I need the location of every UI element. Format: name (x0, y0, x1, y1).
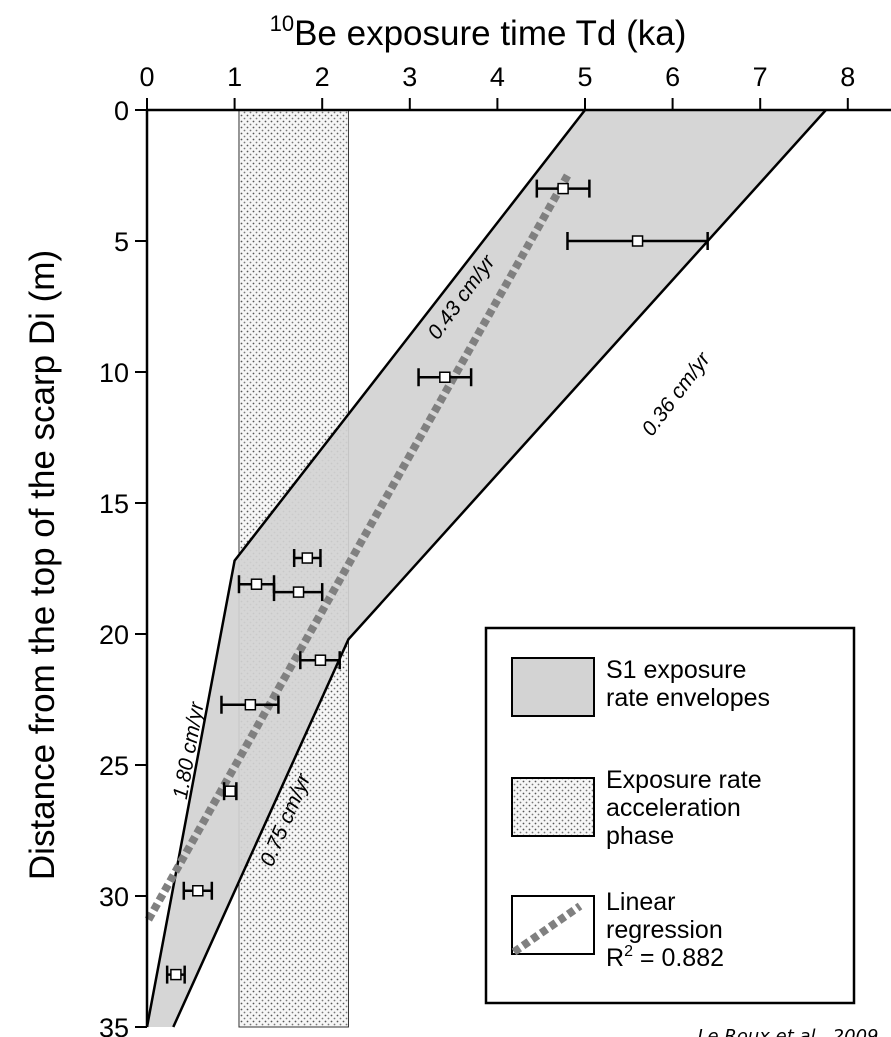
legend-label-regression-2: regression (606, 916, 723, 944)
x-axis-title: 10Be exposure time Td (ka) (270, 11, 687, 53)
legend-r-symbol: R (606, 944, 624, 972)
x-tick-label-8: 8 (840, 62, 855, 92)
data-point-10 (182, 881, 214, 900)
legend-swatch-envelope (511, 657, 595, 717)
y-tick-label-30: 30 (99, 882, 129, 912)
envelope-right-line (172, 109, 827, 1028)
x-tick-label-1: 1 (227, 62, 242, 92)
legend-r-superscript: 2 (624, 943, 633, 960)
data-marker (250, 578, 263, 590)
legend-r-value: = 0.882 (633, 944, 724, 972)
legend-label-envelope-2: rate envelopes (606, 684, 770, 712)
rate-label-2: 0.36 cm/yr (637, 347, 715, 440)
legend-regression-sample (511, 902, 583, 956)
data-point-4 (292, 549, 322, 568)
envelope-area (147, 110, 826, 1027)
legend-label-acceleration-3: phase (606, 822, 674, 850)
data-point-9 (222, 782, 238, 801)
data-marker (631, 235, 644, 247)
y-tick-label-15: 15 (99, 489, 129, 519)
x-tick-label-2: 2 (315, 62, 330, 92)
data-marker (192, 885, 204, 897)
data-marker (314, 654, 327, 666)
data-marker (557, 182, 569, 195)
data-marker (439, 371, 451, 383)
legend-label-acceleration-1: Exposure rate (606, 766, 762, 794)
x-tick-label-4: 4 (490, 62, 505, 92)
x-axis-title-main: Be exposure time Td (ka) (294, 14, 686, 53)
x-tick-label-3: 3 (402, 62, 417, 92)
x-tick-label-0: 0 (139, 62, 154, 92)
x-tick-label-6: 6 (665, 62, 680, 92)
data-point-7 (299, 651, 341, 670)
data-point-11 (165, 965, 186, 984)
x-axis-title-superscript: 10 (270, 11, 294, 36)
data-point-6 (272, 583, 324, 602)
x-tick-label-7: 7 (753, 62, 768, 92)
y-axis-title: Distance from the top of the scarp Di (m… (23, 250, 62, 880)
y-tick-label-5: 5 (114, 227, 129, 257)
data-point-2 (566, 232, 709, 250)
legend-label-envelope-1: S1 exposure (606, 656, 746, 684)
y-tick-label-35: 35 (99, 1013, 129, 1037)
legend-label-acceleration-2: acceleration (606, 794, 741, 822)
y-tick-label-20: 20 (99, 620, 129, 650)
axes: 0 1 2 3 4 5 6 7 8 0 5 10 15 20 25 30 35 (99, 62, 891, 1037)
data-point-8 (220, 695, 280, 714)
data-marker (224, 785, 236, 797)
data-point-1 (535, 179, 591, 198)
data-marker (301, 552, 314, 564)
data-marker (292, 586, 305, 598)
legend-label-regression-3: R2 = 0.882 (606, 943, 724, 972)
y-tick-label-25: 25 (99, 751, 129, 781)
y-tick-label-10: 10 (99, 358, 129, 388)
data-marker (170, 968, 182, 981)
legend-swatch-acceleration (511, 777, 595, 837)
plot-area: 0.43 cm/yr0.36 cm/yr1.80 cm/yr0.75 cm/yr (143, 109, 827, 1028)
credit-text: Le Roux et al., 2009 (698, 1026, 879, 1037)
x-tick-label-5: 5 (577, 62, 592, 92)
data-point-3 (417, 368, 473, 387)
legend-label-regression-1: Linear (606, 888, 676, 916)
data-marker (244, 698, 257, 711)
y-tick-label-0: 0 (114, 96, 129, 126)
